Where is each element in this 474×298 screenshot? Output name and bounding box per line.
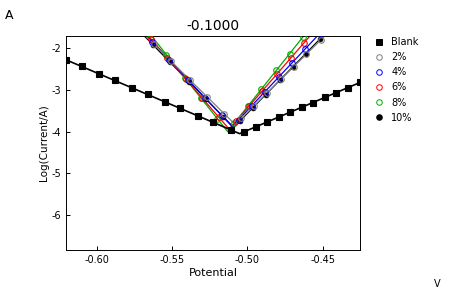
Title: -0.1000: -0.1000 bbox=[187, 19, 240, 33]
Y-axis label: Log(Current/A): Log(Current/A) bbox=[39, 105, 49, 181]
X-axis label: Potential: Potential bbox=[189, 268, 238, 278]
Text: A: A bbox=[5, 9, 13, 22]
Legend: Blank, 2%, 4%, 6%, 8%, 10%: Blank, 2%, 4%, 6%, 8%, 10% bbox=[368, 36, 419, 124]
Text: V: V bbox=[434, 279, 440, 289]
